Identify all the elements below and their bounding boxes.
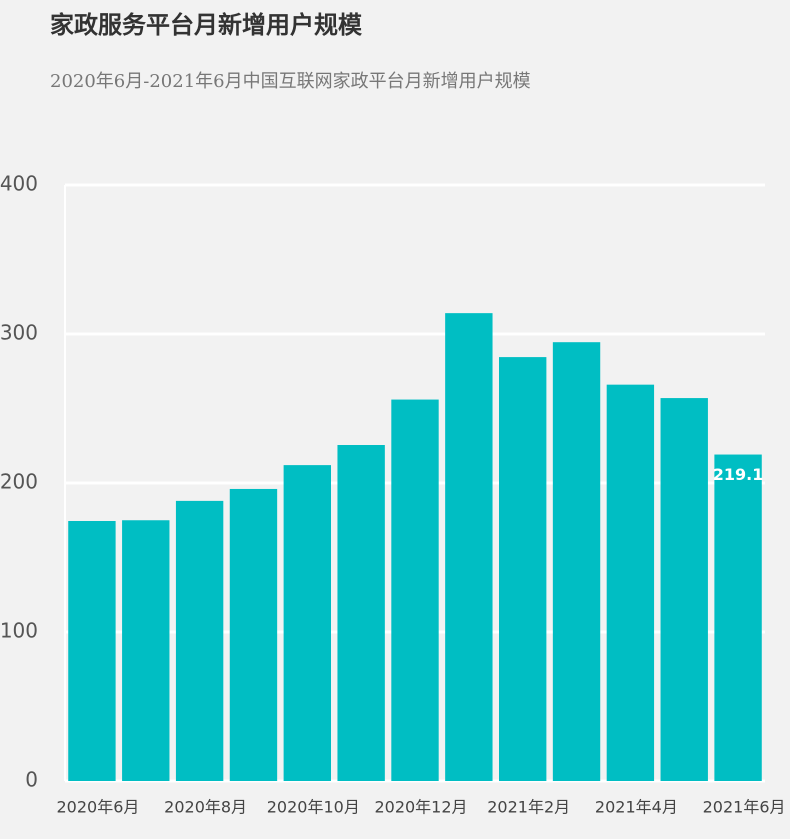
bar — [606, 384, 655, 781]
chart-subtitle: 2020年6月-2021年6月中国互联网家政平台月新增用户规模 — [50, 71, 531, 92]
bar — [391, 399, 439, 781]
chart-title: 家政服务平台月新增用户规模 — [50, 11, 363, 39]
bar — [68, 520, 116, 781]
y-tick-label: 0 — [25, 768, 38, 792]
x-tick-label: 2021年4月 — [595, 798, 678, 817]
y-tick-label: 300 — [0, 321, 38, 345]
bar — [660, 398, 708, 781]
bar — [175, 500, 224, 781]
bar — [445, 313, 493, 781]
x-tick-label: 2020年10月 — [267, 798, 360, 817]
bar — [229, 488, 278, 781]
bar — [552, 342, 601, 781]
y-tick-label: 100 — [0, 619, 38, 643]
x-tick-label: 2020年6月 — [56, 798, 139, 817]
bar — [714, 454, 762, 781]
y-tick-label: 200 — [0, 470, 38, 494]
x-tick-label: 2020年8月 — [164, 798, 247, 817]
bar — [122, 520, 170, 781]
x-tick-label: 2021年2月 — [487, 798, 570, 817]
bar — [499, 357, 547, 781]
x-tick-label: 2020年12月 — [374, 798, 467, 817]
y-tick-label: 400 — [0, 172, 38, 196]
bar — [283, 465, 331, 781]
x-tick-label: 2021年6月 — [703, 798, 786, 817]
data-label: 219.1 — [713, 465, 764, 484]
bar — [337, 445, 385, 781]
